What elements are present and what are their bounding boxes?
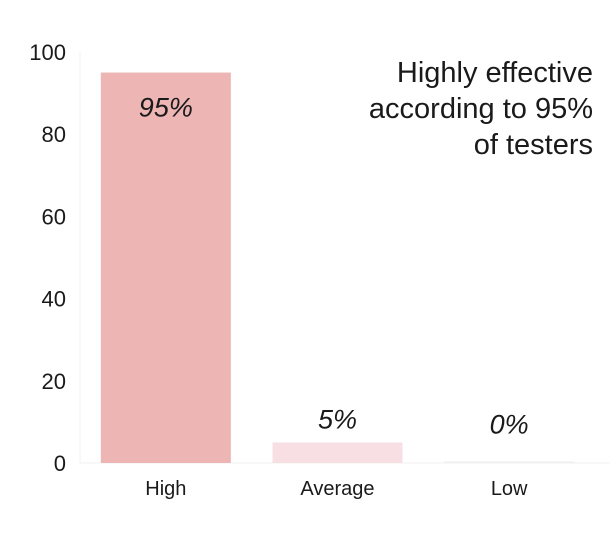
y-tick-label: 40 — [42, 287, 66, 312]
y-tick-label: 0 — [54, 451, 66, 476]
bars: 95% 5% 0% — [100, 72, 575, 464]
bar-high — [100, 72, 231, 464]
data-label-low: 0% — [490, 410, 529, 440]
annotation-line-2: according to 95% — [369, 93, 593, 125]
x-tick-label-high: High — [145, 478, 186, 500]
y-tick-label: 20 — [42, 369, 66, 394]
annotation-line-3: of testers — [474, 129, 593, 161]
x-tick-label-low: Low — [491, 478, 528, 500]
x-axis: High Average Low — [145, 478, 528, 500]
x-tick-label-average: Average — [300, 478, 374, 500]
bar-average — [272, 442, 403, 463]
data-label-average: 5% — [318, 404, 357, 434]
data-label-high: 95% — [139, 93, 193, 123]
y-tick-label: 100 — [29, 40, 66, 65]
y-tick-label: 80 — [42, 122, 66, 147]
annotation-line-1: Highly effective — [397, 57, 593, 89]
y-tick-label: 60 — [42, 204, 66, 229]
bar-low — [444, 461, 575, 463]
